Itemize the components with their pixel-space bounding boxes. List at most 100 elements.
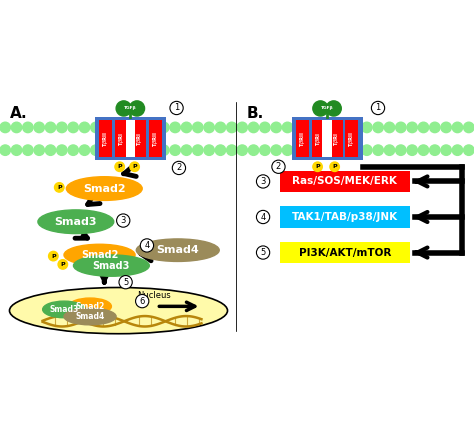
Circle shape [305, 145, 315, 155]
Circle shape [23, 145, 33, 155]
Text: P: P [332, 164, 337, 169]
Text: Smad2: Smad2 [75, 302, 105, 311]
Text: 5: 5 [123, 278, 128, 287]
Circle shape [293, 122, 304, 133]
Text: TAK1/TAB/p38/JNK: TAK1/TAB/p38/JNK [292, 212, 398, 222]
Circle shape [305, 122, 315, 133]
Circle shape [129, 101, 145, 116]
Circle shape [173, 161, 186, 174]
Text: 1: 1 [375, 103, 381, 112]
Circle shape [130, 162, 139, 171]
Ellipse shape [137, 239, 219, 261]
FancyBboxPatch shape [115, 120, 128, 157]
Circle shape [396, 145, 406, 155]
Circle shape [34, 122, 45, 133]
FancyBboxPatch shape [292, 118, 363, 160]
Circle shape [464, 145, 474, 155]
Circle shape [339, 122, 349, 133]
Text: P: P [57, 185, 62, 190]
FancyBboxPatch shape [99, 120, 112, 157]
Circle shape [248, 122, 259, 133]
FancyBboxPatch shape [95, 118, 166, 160]
Circle shape [271, 145, 282, 155]
Circle shape [113, 145, 124, 155]
Text: TGFβ: TGFβ [124, 106, 137, 111]
Bar [237, 133, 474, 145]
Circle shape [170, 122, 180, 133]
Text: 3: 3 [260, 177, 266, 186]
FancyBboxPatch shape [126, 120, 135, 157]
Circle shape [227, 122, 237, 133]
Ellipse shape [38, 210, 114, 233]
Circle shape [181, 145, 191, 155]
Circle shape [11, 122, 22, 133]
Circle shape [429, 145, 440, 155]
FancyBboxPatch shape [280, 242, 410, 263]
Circle shape [373, 122, 383, 133]
Text: PI3K/AKT/mTOR: PI3K/AKT/mTOR [299, 247, 391, 257]
Text: P: P [61, 262, 65, 267]
Circle shape [373, 145, 383, 155]
Circle shape [271, 122, 282, 133]
Text: P: P [315, 164, 320, 169]
Ellipse shape [43, 301, 85, 318]
Circle shape [34, 145, 45, 155]
Circle shape [115, 162, 124, 171]
Circle shape [0, 145, 10, 155]
Ellipse shape [73, 255, 149, 276]
FancyBboxPatch shape [329, 120, 343, 157]
Text: T$\beta$RII: T$\beta$RII [298, 131, 307, 147]
Text: 2: 2 [176, 164, 182, 172]
Circle shape [116, 101, 131, 116]
Circle shape [58, 260, 67, 269]
FancyBboxPatch shape [133, 120, 146, 157]
Circle shape [0, 122, 10, 133]
Circle shape [113, 122, 124, 133]
Circle shape [192, 145, 203, 155]
Circle shape [204, 122, 214, 133]
Text: T$\beta$RI: T$\beta$RI [332, 132, 340, 146]
Circle shape [102, 122, 112, 133]
Circle shape [23, 122, 33, 133]
Text: 6: 6 [139, 296, 145, 306]
Circle shape [316, 145, 327, 155]
FancyBboxPatch shape [149, 120, 162, 157]
Circle shape [159, 145, 169, 155]
Circle shape [384, 122, 395, 133]
Text: 1: 1 [174, 103, 179, 112]
Text: Smad3: Smad3 [55, 217, 97, 227]
Circle shape [407, 145, 417, 155]
Text: 5: 5 [260, 248, 266, 257]
Text: Smad2: Smad2 [83, 184, 126, 194]
Circle shape [91, 122, 101, 133]
Text: Smad4: Smad4 [75, 312, 105, 321]
Circle shape [79, 145, 90, 155]
Circle shape [117, 214, 130, 227]
Circle shape [452, 145, 463, 155]
Circle shape [464, 122, 474, 133]
Text: Nucleus: Nucleus [137, 291, 171, 300]
Text: Smad3: Smad3 [93, 260, 130, 270]
Text: Smad3: Smad3 [49, 305, 79, 314]
Circle shape [316, 122, 327, 133]
Circle shape [68, 145, 78, 155]
Text: T$\beta$RI: T$\beta$RI [135, 132, 144, 146]
Circle shape [313, 101, 328, 116]
Circle shape [119, 276, 132, 289]
Text: 4: 4 [144, 241, 150, 250]
Circle shape [136, 145, 146, 155]
Circle shape [11, 145, 22, 155]
Circle shape [362, 145, 372, 155]
Circle shape [57, 145, 67, 155]
Circle shape [136, 122, 146, 133]
Circle shape [350, 122, 361, 133]
Text: P: P [132, 164, 137, 169]
FancyBboxPatch shape [296, 120, 309, 157]
Circle shape [102, 145, 112, 155]
Text: 3: 3 [120, 216, 126, 225]
Circle shape [441, 145, 451, 155]
Text: B.: B. [246, 105, 264, 121]
Circle shape [326, 101, 341, 116]
Circle shape [159, 122, 169, 133]
Circle shape [147, 145, 158, 155]
